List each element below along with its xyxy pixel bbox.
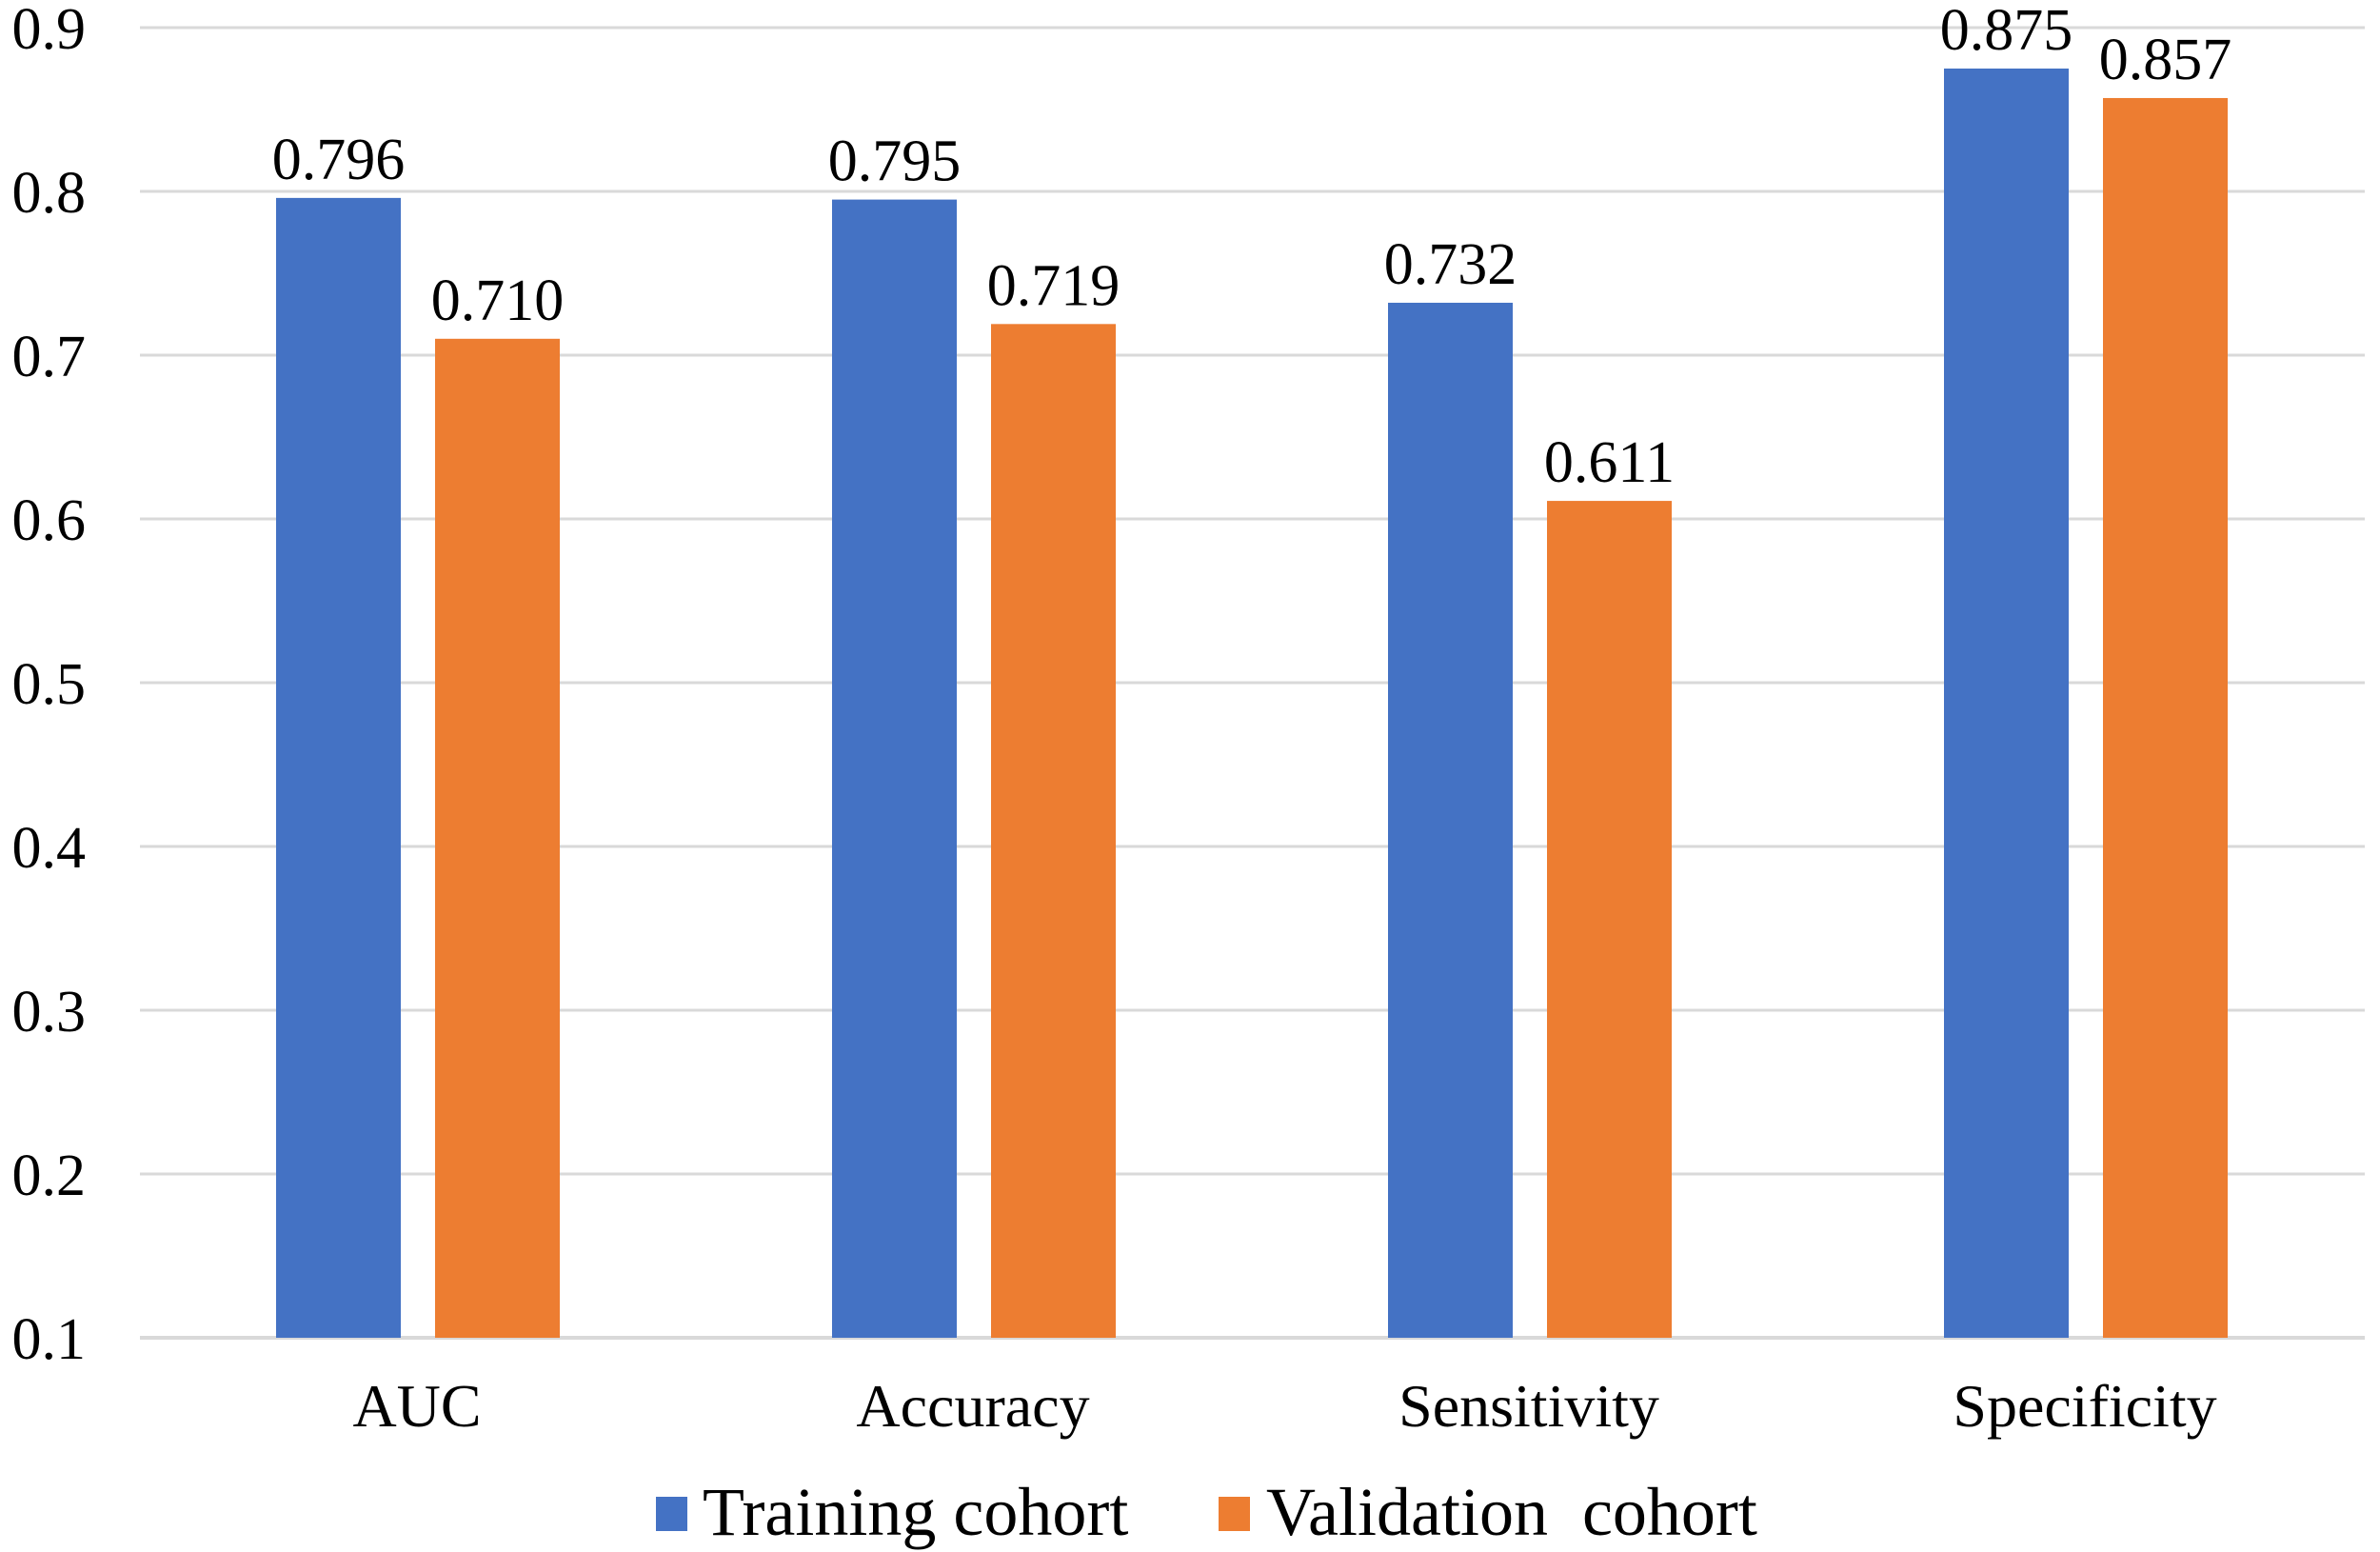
y-tick-label: 0.6 [12,488,87,553]
legend-swatch-training [656,1497,687,1531]
y-tick-label: 0.9 [12,0,87,62]
x-category-label: AUC [352,1372,481,1440]
data-label: 0.611 [1544,430,1675,495]
data-labels: 0.796 0.710 0.795 0.719 0.732 0.611 0.875 0.857 [272,0,2232,495]
bar-training [276,197,401,1338]
bar-training [1388,302,1513,1339]
bar-validation [1547,501,1672,1338]
data-label: 0.719 [987,253,1121,318]
legend-label-validation: Validation cohort [1266,1474,1757,1550]
data-label: 0.732 [1384,232,1517,297]
bar-validation [991,324,1116,1338]
x-category-label: Specificity [1953,1372,2216,1440]
y-axis-ticks: 0.1 0.2 0.3 0.4 0.5 0.6 0.7 0.8 0.9 [12,0,87,1372]
bars [276,69,2228,1339]
bar-validation [435,338,560,1338]
legend: Training cohort Validation cohort [656,1474,1757,1550]
y-tick-label: 0.8 [12,161,87,226]
data-label: 0.857 [2099,28,2232,92]
data-label: 0.795 [828,129,962,194]
y-tick-label: 0.3 [12,980,87,1045]
bar-training [832,199,957,1339]
y-tick-label: 0.5 [12,652,87,717]
x-axis-categories: AUC Accuracy Sensitivity Specificity [352,1372,2216,1440]
data-label: 0.796 [272,128,406,192]
data-label: 0.710 [431,269,565,333]
y-tick-label: 0.7 [12,325,87,389]
x-category-label: Sensitivity [1398,1372,1659,1440]
y-tick-label: 0.4 [12,816,87,881]
y-tick-label: 0.1 [12,1307,87,1372]
legend-swatch-validation [1219,1497,1250,1531]
bar-training [1944,69,2069,1338]
x-category-label: Accuracy [856,1372,1089,1440]
legend-label-training: Training cohort [703,1474,1128,1550]
y-tick-label: 0.2 [12,1144,87,1208]
bar-validation [2103,97,2228,1339]
data-label: 0.875 [1940,0,2073,63]
